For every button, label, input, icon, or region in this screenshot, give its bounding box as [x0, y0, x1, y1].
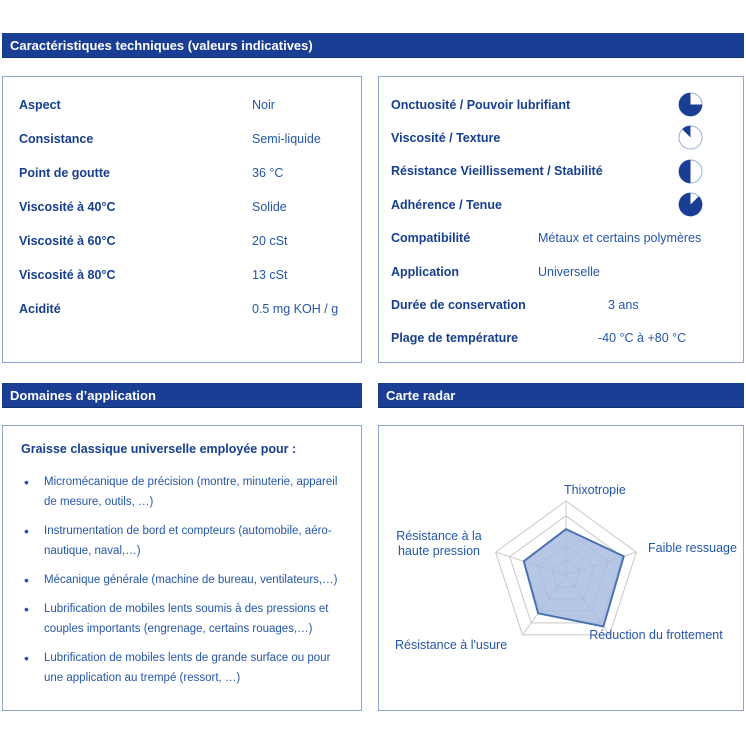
spec-value: Métaux et certains polymères [538, 231, 702, 246]
spec-label: Adhérence / Tenue [391, 197, 502, 212]
rating-pie-icon [678, 159, 703, 184]
spec-row: Viscosité à 40°C Solide [19, 190, 351, 224]
spec-row: Viscosité à 80°C 13 cSt [19, 258, 351, 292]
rating-pie-icon [678, 192, 703, 217]
spec-row: Durée de conservation 3 ans [391, 288, 733, 321]
spec-value: 36 °C [252, 166, 284, 180]
application-bullet-item: Instrumentation de bord et compteurs (au… [21, 521, 351, 561]
spec-label: Acidité [19, 302, 61, 316]
radar-chart [495, 500, 637, 636]
spec-label: Consistance [19, 132, 94, 146]
spec-value: -40 °C à +80 °C [598, 331, 687, 346]
radar-axis-label-faible-ressuage: Faible ressuage [648, 541, 737, 555]
applications-heading: Graisse classique universelle employée p… [21, 442, 297, 456]
spec-row: Plage de température -40 °C à +80 °C [391, 322, 733, 355]
radar-grid-ring [495, 500, 637, 636]
spec-row: Acidité 0.5 mg KOH / g [19, 292, 351, 326]
spec-value: Semi-liquide [252, 132, 321, 146]
spec-label: Point de goutte [19, 166, 110, 180]
rating-pie-icon [678, 92, 703, 117]
spec-row-rating: Résistance Vieillissement / Stabilité [391, 155, 733, 188]
section-header-radar-chart: Carte radar [378, 383, 744, 408]
spec-row: Viscosité à 60°C 20 cSt [19, 224, 351, 258]
application-bullet-item: Lubrification de mobiles lents de grande… [21, 648, 351, 688]
radar-axis-label-thixotropie: Thixotropie [564, 483, 626, 497]
spec-row: Application Universelle [391, 255, 733, 288]
spec-value: 13 cSt [252, 268, 288, 282]
spec-label: Viscosité / Texture [391, 131, 501, 146]
section-title: Carte radar [386, 388, 456, 403]
spec-label: Résistance Vieillissement / Stabilité [391, 164, 603, 179]
spec-table-left: Aspect Noir Consistance Semi-liquide Point d… [2, 76, 362, 363]
spec-table-right: Onctuosité / Pouvoir lubrifiant Viscosité… [378, 76, 744, 363]
spec-row-rating: Onctuosité / Pouvoir lubrifiant [391, 88, 733, 121]
application-bullet-item: Micromécanique de précision (montre, min… [21, 472, 351, 512]
spec-row: Aspect Noir [19, 88, 351, 122]
section-header-application-domains: Domaines d’application [2, 383, 362, 408]
radar-data-polygon [522, 527, 625, 628]
spec-label: Viscosité à 40°C [19, 200, 116, 214]
applications-bullet-list: Micromécanique de précision (montre, min… [21, 472, 355, 688]
rating-pie-icon [678, 125, 703, 150]
spec-value: 20 cSt [252, 234, 288, 248]
section-title: Caractéristiques techniques (valeurs ind… [10, 38, 313, 53]
spec-row-rating: Viscosité / Texture [391, 121, 733, 154]
spec-label: Application [391, 264, 460, 279]
spec-row: Consistance Semi-liquide [19, 122, 351, 156]
application-bullet-item: Lubrification de mobiles lents soumis à … [21, 599, 351, 639]
spec-value: 3 ans [608, 298, 639, 313]
spec-value: 0.5 mg KOH / g [252, 302, 339, 316]
section-title: Domaines d’application [10, 388, 156, 403]
spec-label: Durée de conservation [391, 298, 526, 313]
spec-row: Compatibilité Métaux et certains polymère… [391, 222, 733, 255]
spec-label: Compatibilité [391, 231, 471, 246]
spec-label: Onctuosité / Pouvoir lubrifiant [391, 97, 571, 112]
spec-label: Viscosité à 60°C [19, 234, 116, 248]
spec-label: Plage de température [391, 331, 519, 346]
spec-value: Universelle [538, 264, 600, 279]
spec-label: Aspect [19, 98, 61, 112]
spec-row-rating: Adhérence / Tenue [391, 188, 733, 221]
radar-axis-label-resistance-haute-pression: Résistance à la haute pression [396, 529, 482, 558]
spec-value: Noir [252, 98, 275, 112]
radar-axis-label-reduction-frottement: Réduction du frottement [589, 628, 723, 642]
application-bullet-item: Mécanique générale (machine de bureau, v… [21, 570, 351, 590]
radar-grid-ring [509, 515, 623, 624]
applications-box: Graisse classique universelle employée p… [2, 425, 362, 711]
spec-row: Point de goutte 36 °C [19, 156, 351, 190]
spec-value: Solide [252, 200, 287, 214]
radar-chart-box: Thixotropie Faible ressuage Réduction du… [378, 425, 744, 711]
radar-axis-label-resistance-usure: Résistance à l'usure [395, 638, 508, 652]
spec-label: Viscosité à 80°C [19, 268, 116, 282]
section-header-technical-characteristics: Caractéristiques techniques (valeurs ind… [2, 33, 744, 58]
